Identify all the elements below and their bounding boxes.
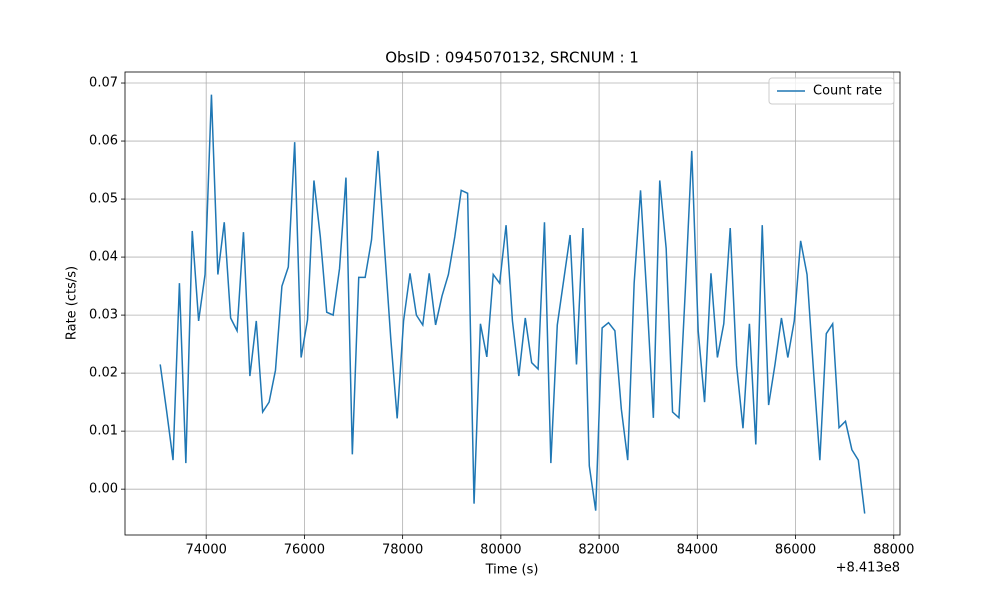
plot-frame (124, 71, 901, 536)
x-axis-label: Time (s) (485, 563, 539, 578)
y-tick-label: 0.01 (89, 424, 118, 439)
legend-label: Count rate (813, 84, 882, 99)
x-tick-label: 76000 (284, 543, 325, 558)
legend-box (768, 77, 895, 105)
y-tick-label: 0.02 (89, 366, 118, 381)
x-tick-label: 74000 (186, 543, 227, 558)
y-tick-label: 0.03 (89, 308, 118, 323)
x-tick-label: 84000 (677, 543, 718, 558)
y-tick-label: 0.06 (89, 134, 118, 149)
x-tick-label: 88000 (873, 543, 914, 558)
y-axis-label: Rate (cts/s) (65, 266, 80, 340)
x-tick-label: 80000 (480, 543, 521, 558)
x-tick-label: 82000 (578, 543, 619, 558)
y-tick-label: 0.00 (89, 482, 118, 497)
x-tick-label: 86000 (775, 543, 816, 558)
y-tick-label: 0.05 (89, 192, 118, 207)
y-tick-label: 0.07 (89, 76, 118, 91)
y-tick-label: 0.04 (89, 250, 118, 265)
chart-title: ObsID : 0945070132, SRCNUM : 1 (385, 49, 639, 67)
legend: Count rate (768, 77, 895, 105)
x-tick-label: 78000 (382, 543, 423, 558)
data-line (159, 94, 866, 514)
x-offset-label: +8.413e8 (836, 561, 900, 576)
